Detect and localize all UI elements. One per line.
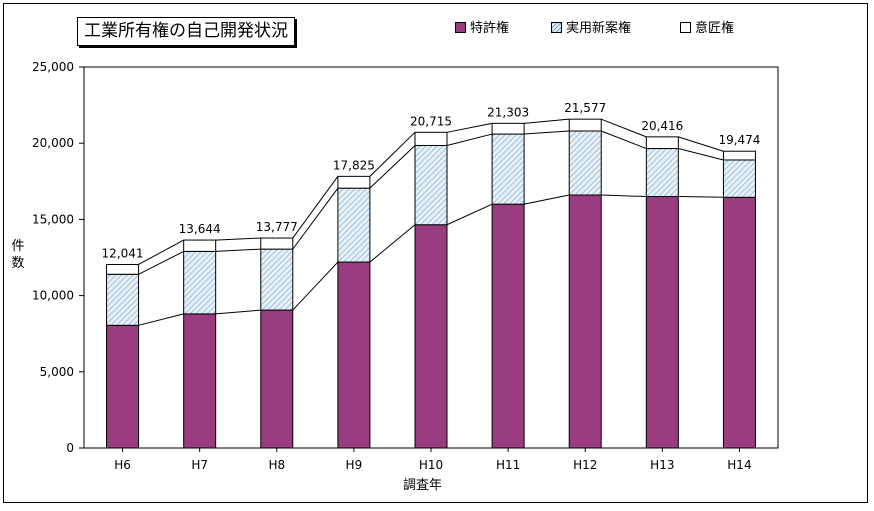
legend-item-patent: 特許権 — [455, 21, 509, 37]
series-connector-line — [678, 136, 724, 152]
series-connector-line — [446, 203, 493, 226]
series-connector-line — [292, 187, 339, 250]
bar-segment — [491, 203, 525, 449]
series-connector-line — [678, 148, 724, 161]
x-tick-label: H7 — [191, 458, 208, 472]
series-connector-line — [601, 130, 647, 150]
series-connector-line — [601, 194, 647, 198]
bar-segment — [260, 248, 294, 311]
bar-segment — [568, 118, 602, 132]
total-label: 13,777 — [256, 220, 298, 234]
x-tick-label: H12 — [573, 458, 597, 472]
y-tick-label: 20,000 — [32, 136, 74, 150]
bar-segment — [337, 261, 371, 449]
legend-label-utility-model: 実用新案権 — [566, 21, 632, 36]
bar-segment — [491, 133, 525, 205]
x-tick-label: H13 — [650, 458, 674, 472]
x-tick-label: H11 — [496, 458, 520, 472]
bar-segment — [183, 239, 217, 252]
bar-segment — [645, 136, 679, 150]
series-connector-line — [215, 309, 261, 315]
bar-segment — [722, 196, 756, 449]
x-tick-label: H9 — [346, 458, 363, 472]
chart-title: 工業所有権の自己開発状況 — [77, 17, 295, 46]
series-connector-line — [524, 194, 570, 205]
legend-swatch-utility-model — [551, 22, 562, 33]
bar-segment — [183, 250, 217, 315]
chart-frame — [3, 3, 868, 503]
legend-swatch-patent — [455, 22, 466, 33]
series-connector-line — [601, 118, 647, 138]
bar-segment — [337, 187, 371, 263]
series-connector-line — [369, 145, 416, 189]
total-label: 13,644 — [179, 222, 221, 236]
total-label: 21,303 — [487, 105, 529, 119]
y-axis-label: 件数 — [11, 239, 25, 271]
series-connector-line — [138, 313, 184, 326]
bar-segment — [414, 131, 448, 146]
bar-segment — [722, 159, 756, 198]
total-label: 17,825 — [333, 158, 375, 172]
bar-segment — [106, 324, 140, 449]
total-label: 21,577 — [564, 101, 606, 115]
total-label: 19,474 — [718, 133, 760, 147]
series-connector-line — [524, 118, 570, 124]
series-connector-line — [369, 224, 416, 263]
x-tick-label: H14 — [727, 458, 751, 472]
legend-swatch-design — [680, 22, 691, 33]
bar-segment — [722, 150, 756, 161]
series-connector-line — [138, 250, 184, 275]
legend-item-design: 意匠権 — [680, 21, 734, 37]
y-tick-label: 10,000 — [32, 289, 74, 303]
bar-segment — [337, 175, 371, 189]
series-connector-line — [215, 248, 261, 252]
bar-segment — [645, 196, 679, 449]
y-tick-label: 5,000 — [40, 365, 74, 379]
bar-segment — [106, 273, 140, 326]
total-label: 20,416 — [641, 119, 683, 133]
y-tick-label: 25,000 — [32, 60, 74, 74]
bar-segment — [491, 122, 525, 135]
series-connector-line — [292, 176, 339, 239]
series-connector-line — [446, 122, 493, 133]
series-connector-line — [215, 237, 261, 241]
bar-segment — [106, 263, 140, 275]
bar-segment — [260, 309, 294, 449]
bar-segment — [568, 130, 602, 196]
bar-segment — [645, 148, 679, 198]
legend-label-patent: 特許権 — [470, 21, 510, 36]
x-axis-label: 調査年 — [403, 478, 443, 493]
bar-segment — [414, 224, 448, 449]
x-tick-label: H6 — [114, 458, 131, 472]
legend-item-utility-model: 実用新案権 — [551, 21, 631, 37]
series-connector-line — [292, 261, 339, 311]
bar-segment — [568, 194, 602, 449]
x-tick-label: H10 — [419, 458, 443, 472]
bar-segment — [260, 237, 294, 250]
bar-segment — [414, 144, 448, 226]
total-label: 20,715 — [410, 114, 452, 128]
legend-label-design: 意匠権 — [695, 21, 735, 36]
series-connector-line — [138, 239, 184, 265]
series-connector-line — [446, 133, 493, 146]
x-tick-label: H8 — [268, 458, 285, 472]
series-connector-line — [369, 131, 416, 177]
bar-segment — [183, 313, 217, 449]
series-connector-line — [524, 130, 570, 135]
total-label: 12,041 — [102, 246, 144, 260]
y-tick-label: 15,000 — [32, 212, 74, 226]
y-tick-label: 0 — [66, 441, 74, 455]
series-connector-line — [678, 196, 724, 198]
